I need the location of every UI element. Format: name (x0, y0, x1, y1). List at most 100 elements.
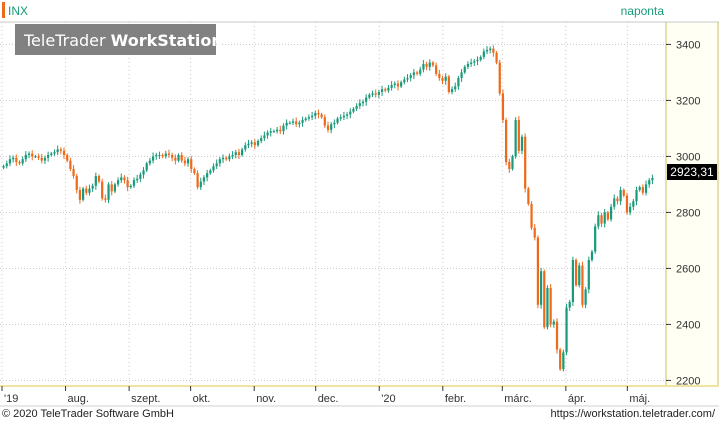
candle-body (361, 101, 365, 104)
candle-body (419, 69, 422, 74)
x-axis-ticks: '19 aug. szept. okt. nov. dec. '20 febr. márc. áp… (1, 386, 650, 405)
candle-body (648, 180, 651, 185)
candle-body (625, 195, 629, 213)
candle-body (69, 160, 72, 169)
candle-body (97, 176, 101, 182)
candle-body (450, 89, 454, 92)
candle-body (256, 141, 260, 146)
candle-body (307, 117, 311, 119)
candle-body (186, 159, 190, 164)
candle-body (629, 206, 632, 213)
candle-body (269, 131, 272, 133)
candle-body (183, 160, 186, 164)
candle-body (206, 173, 209, 178)
price-axis-band (666, 22, 718, 386)
candle-body (244, 145, 247, 150)
candle-body (514, 120, 517, 157)
y-axis-ticks: 2200 2400 2600 2800 3000 3200 3400 (666, 39, 700, 387)
candle-body (136, 178, 139, 181)
teletrader-logo: TeleTrader WorkStation (15, 24, 223, 55)
candle-body (641, 187, 644, 193)
candle-body (603, 212, 606, 224)
candle-body (533, 227, 536, 238)
candle-body (358, 103, 361, 106)
candle-body (301, 120, 304, 123)
candle-body (349, 111, 352, 115)
candle-body (212, 166, 215, 171)
candle-body (400, 82, 403, 87)
x-tick-label: '19 (4, 393, 18, 405)
candle-body (139, 174, 142, 179)
candle-body (489, 48, 492, 50)
x-tick-label: ápr. (568, 393, 586, 405)
candle-body (323, 117, 326, 126)
candle-body (56, 149, 59, 153)
candlestick-series (2, 45, 654, 372)
candle-body (539, 271, 543, 305)
candle-body (562, 352, 565, 370)
candle-body (110, 184, 113, 192)
candle-body (88, 188, 91, 193)
candle-body (148, 160, 152, 164)
candle-body (199, 181, 202, 188)
candle-body (298, 122, 301, 125)
candle-body (536, 237, 540, 305)
candle-body (333, 122, 336, 125)
candle-body (34, 156, 37, 158)
candle-body (396, 83, 400, 87)
candle-body (352, 108, 355, 112)
candle-body (571, 260, 575, 302)
candle-body (282, 125, 285, 132)
candle-body (527, 188, 530, 204)
candle-body (260, 138, 263, 141)
y-tick-label: 3000 (676, 151, 700, 163)
logo-text: TeleTrader WorkStation (23, 31, 223, 50)
candle-body (530, 204, 533, 228)
y-tick-label: 3200 (676, 95, 700, 107)
candle-body (552, 321, 555, 325)
candle-body (91, 185, 94, 189)
candle-body (635, 190, 638, 202)
candle-body (495, 52, 498, 63)
candle-body (345, 114, 349, 116)
candle-body (85, 188, 88, 193)
candle-body (15, 157, 18, 162)
y-tick-label: 2400 (676, 319, 700, 331)
candle-body (616, 198, 619, 202)
candle-body (164, 153, 167, 157)
candle-body (524, 136, 527, 189)
candle-body (225, 157, 228, 160)
x-tick-label: nov. (256, 393, 276, 405)
candle-body (253, 142, 256, 146)
candle-body (12, 157, 15, 160)
candle-body (565, 307, 568, 353)
x-tick-label: márc. (504, 393, 532, 405)
candle-body (113, 184, 117, 192)
candle-body (460, 72, 463, 78)
candle-body (314, 113, 317, 116)
x-tick-label: szept. (131, 393, 160, 405)
candle-body (37, 156, 40, 158)
candle-body (368, 94, 371, 98)
candle-body (568, 302, 571, 308)
candle-body (126, 180, 129, 188)
candle-body (47, 155, 50, 158)
candle-body (365, 97, 368, 102)
ticker-label: INX (8, 4, 28, 18)
candle-body (622, 190, 625, 196)
gridlines (0, 22, 666, 386)
x-tick-label: okt. (193, 393, 211, 405)
candle-body (142, 170, 145, 175)
website-link[interactable]: https://workstation.teletrader.com/ (550, 408, 715, 420)
candle-body (555, 321, 559, 350)
candle-body (504, 120, 508, 162)
candle-body (129, 185, 132, 188)
candle-body (145, 163, 148, 171)
candle-body (393, 83, 396, 85)
interval-label[interactable]: naponta (621, 4, 665, 18)
candle-body (326, 125, 330, 130)
candle-body (377, 92, 381, 95)
candle-body (94, 176, 97, 186)
candle-body (158, 155, 161, 156)
